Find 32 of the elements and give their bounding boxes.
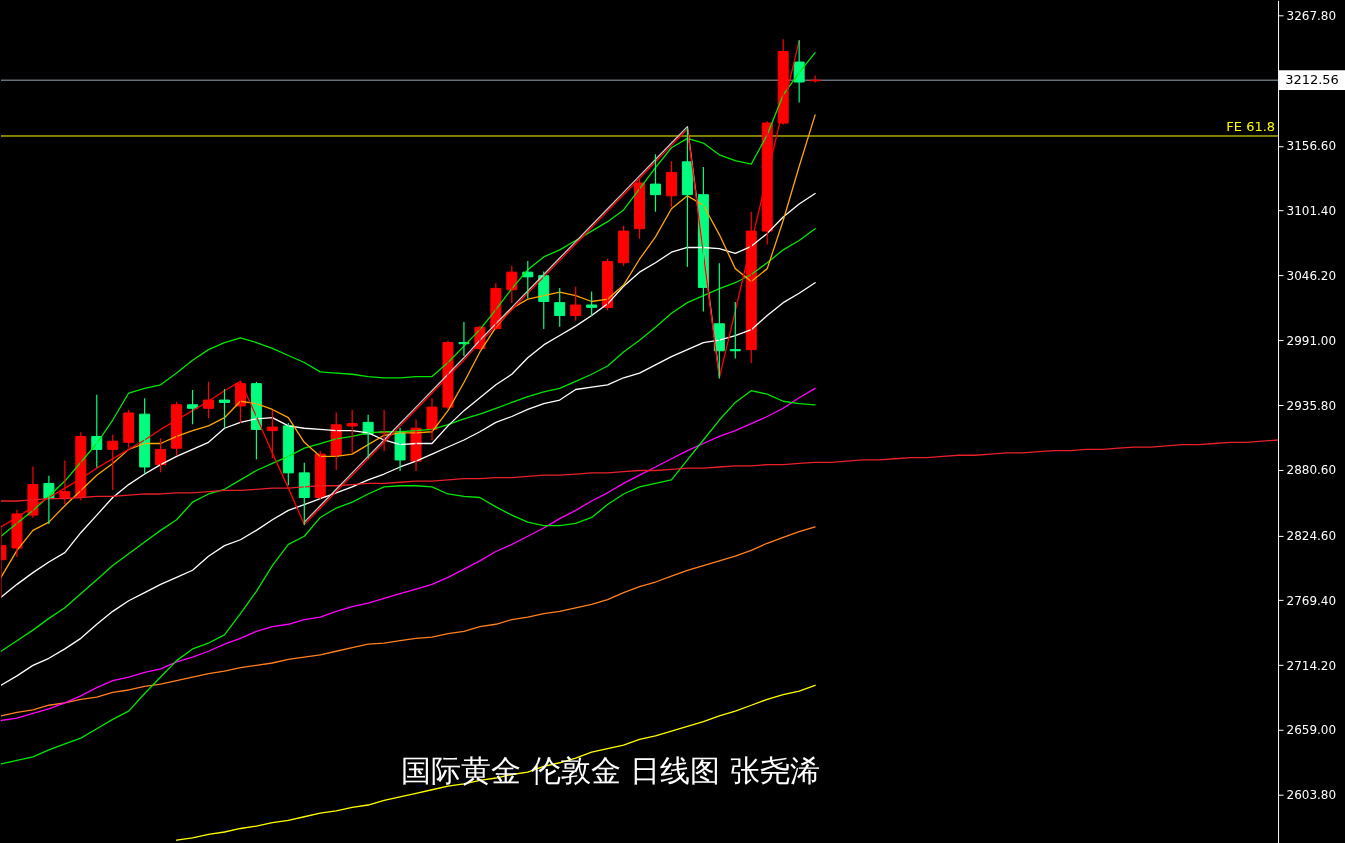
y-tick-label: 3156.60 — [1286, 139, 1337, 154]
line-series — [1, 228, 816, 652]
ref-line-label: 3212.56 — [1285, 72, 1339, 88]
line-series — [1, 114, 816, 578]
line-series — [1, 439, 1279, 502]
y-tick-label: 2659.00 — [1286, 723, 1337, 738]
candlestick — [554, 287, 566, 327]
line-series — [1, 282, 816, 686]
y-tick-label: 3046.20 — [1286, 268, 1337, 283]
y-tick-label: 2880.60 — [1286, 463, 1337, 478]
y-tick-label: 2603.80 — [1286, 788, 1337, 803]
y-tick-label: 2991.00 — [1286, 333, 1337, 348]
candlestick — [266, 410, 278, 459]
candlestick — [218, 388, 230, 428]
y-tick-label: 2935.80 — [1286, 398, 1337, 413]
candlestick — [346, 410, 358, 454]
y-tick-label: 3101.40 — [1286, 204, 1337, 219]
candlestick — [649, 154, 661, 212]
y-tick-label: 2769.40 — [1286, 593, 1337, 608]
candlestick — [586, 291, 598, 317]
line-series — [1, 526, 816, 717]
y-tick-label: 2714.20 — [1286, 658, 1337, 673]
candlestick — [570, 286, 582, 321]
y-tick-label: 2824.60 — [1286, 529, 1337, 544]
candlestick — [665, 161, 677, 208]
line-series — [1, 192, 816, 598]
candlestick — [187, 390, 199, 425]
candlestick — [123, 410, 135, 448]
candlestick — [618, 225, 630, 266]
y-tick-label: 3267.80 — [1286, 8, 1337, 23]
ref-line-label: FE 61.8 — [1226, 119, 1276, 134]
candlestick — [107, 434, 119, 490]
